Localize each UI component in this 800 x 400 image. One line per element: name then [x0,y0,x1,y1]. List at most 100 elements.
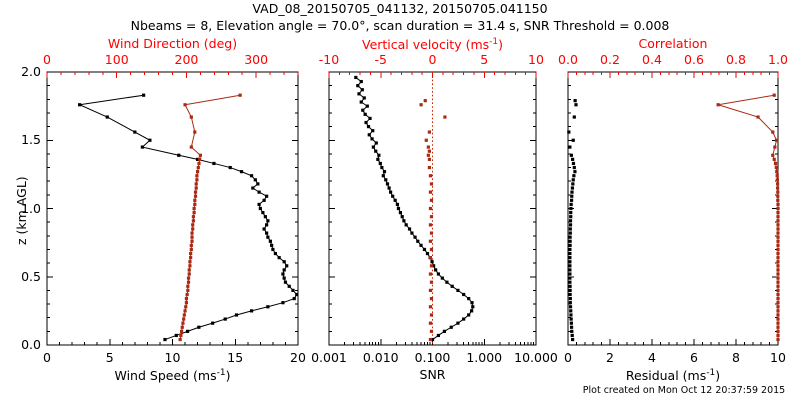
panel-wind-series-marker [282,268,286,272]
panel-wind-series-marker [265,231,269,235]
panel-wind-series-marker [177,153,181,157]
panel-wind-series-marker [180,325,184,329]
panel-wind-series-marker [265,223,269,227]
panel-snr-series-marker [436,272,440,276]
panel-residual-bottom-ticklabel: 0 [564,350,572,365]
panel-snr-series-marker [402,219,406,223]
panel-residual-series-marker [571,337,575,342]
panel-residual-top-ticklabel: 0.0 [558,52,578,67]
panel-residual-series-marker [776,219,780,223]
panel-wind-top-ticklabel: 0 [43,52,51,67]
panel-snr-series-marker [462,292,466,297]
panel-residual-series-marker [773,145,777,149]
panel-wind-series-marker [249,174,254,178]
panel-residual-bottom-axis-label: Residual (ms-1) [625,368,721,384]
panel-residual-top-ticklabel: 0.6 [684,52,704,67]
panel-residual-series-marker [776,211,780,215]
panel-snr-series-marker [413,235,417,239]
panel-residual-series-marker [776,198,780,202]
panel-wind-series-marker [256,182,260,186]
panel-wind-series-marker [282,276,286,280]
panel-residual-series-marker [776,337,780,342]
panel-wind-series-marker [262,227,266,231]
panel-residual-series-marker [775,170,779,174]
panel-snr-series-marker [426,145,430,149]
panel-residual-series-marker [569,313,573,317]
panel-residual-series-marker [776,202,780,207]
panel-snr-series-marker [364,120,368,125]
panel-wind-series-marker [196,165,200,170]
panel-wind-series-marker [197,325,201,329]
panel-wind-series-marker [189,251,193,256]
panel-snr-series-marker [423,99,427,103]
panel-residual-series-marker [773,161,778,166]
panel-residual-series-marker [569,206,573,211]
panel-snr-series-marker [425,251,430,256]
panel-residual-series-marker [776,227,780,231]
panel-snr-series-marker [404,223,408,227]
panel-wind-series-marker [270,243,274,247]
panel-residual-series-marker [776,284,780,288]
panel-snr-top-ticklabel: -10 [318,52,340,67]
panel-residual-series-marker [771,153,775,157]
panel-wind-series-marker [253,178,257,182]
panel-wind-series-marker [238,93,242,97]
panel-wind-bottom-ticklabel: 5 [105,350,114,365]
panel-residual-series-marker [568,256,572,260]
panel-snr-series-marker [387,186,391,190]
panel-snr-bottom-ticklabel: 0.001 [311,350,347,365]
panel-wind-series-marker [192,206,196,211]
panel-wind-series-marker [182,317,186,321]
panel-snr-series-marker [424,138,428,142]
panel-wind-series-marker [198,153,202,157]
panel-residual-series-marker [776,309,780,313]
panel-residual-bottom-ticklabel: 4 [648,350,656,365]
panel-snr-series-marker [382,170,387,174]
panel-snr-series-marker [429,231,434,235]
panel-snr-series-marker [361,108,365,112]
panel-wind-series-marker [191,219,196,223]
panel-residual-series-marker [776,317,780,321]
panel-wind-series-marker [195,178,199,182]
panel-residual-bottom-ticklabel: 6 [690,350,698,365]
panel-wind-series-marker [285,264,289,268]
panel-snr-series-marker [428,256,433,260]
panel-wind-series-marker [189,247,193,252]
panel-residual-series-marker [568,223,573,227]
panel-residual-series-marker [569,325,574,329]
panel-residual-series-marker [776,231,780,235]
panel-residual-series-marker [569,309,573,313]
panel-snr-series-marker [427,149,431,153]
panel-wind-series-marker [183,103,187,107]
panel-residual-series-marker [570,194,574,198]
panel-wind-series-marker [182,313,186,317]
panel-residual-series-marker [568,268,572,272]
panel-residual-series-marker [776,251,780,256]
panel-snr-series-marker [371,129,375,133]
panel-wind-series-marker [262,198,266,202]
panel-residual-series-marker [775,186,780,190]
panel-residual-top-ticklabel: 0.8 [726,52,746,67]
panel-wind-series-marker [142,93,146,97]
panel-wind-series-marker [191,215,196,219]
panel-wind-series-marker [193,198,197,202]
panel-wind-series-marker [190,239,194,243]
panel-snr-series-marker [378,161,382,166]
panel-wind-series-marker [178,337,182,342]
panel-residual-series-marker [569,202,573,207]
panel-snr-series-marker [429,215,434,219]
panel-residual-series-marker [570,190,574,194]
panel-wind-series-marker [266,305,270,309]
panel-wind-series-marker [263,215,267,219]
panel-wind-series-marker [292,296,296,301]
panel-residual-series-marker [572,165,576,170]
panel-wind-top-ticklabel: 100 [104,52,129,67]
panel-snr-series-marker [389,190,393,194]
panel-snr-series-marker [428,288,433,292]
panel-residual-series-marker [571,178,575,182]
panel-snr-series-marker [362,96,366,100]
panel-snr-series-marker [368,116,372,121]
panel-snr-series-marker [400,215,404,219]
panel-wind-series-marker [184,305,188,309]
panel-snr-series-marker [429,198,434,202]
